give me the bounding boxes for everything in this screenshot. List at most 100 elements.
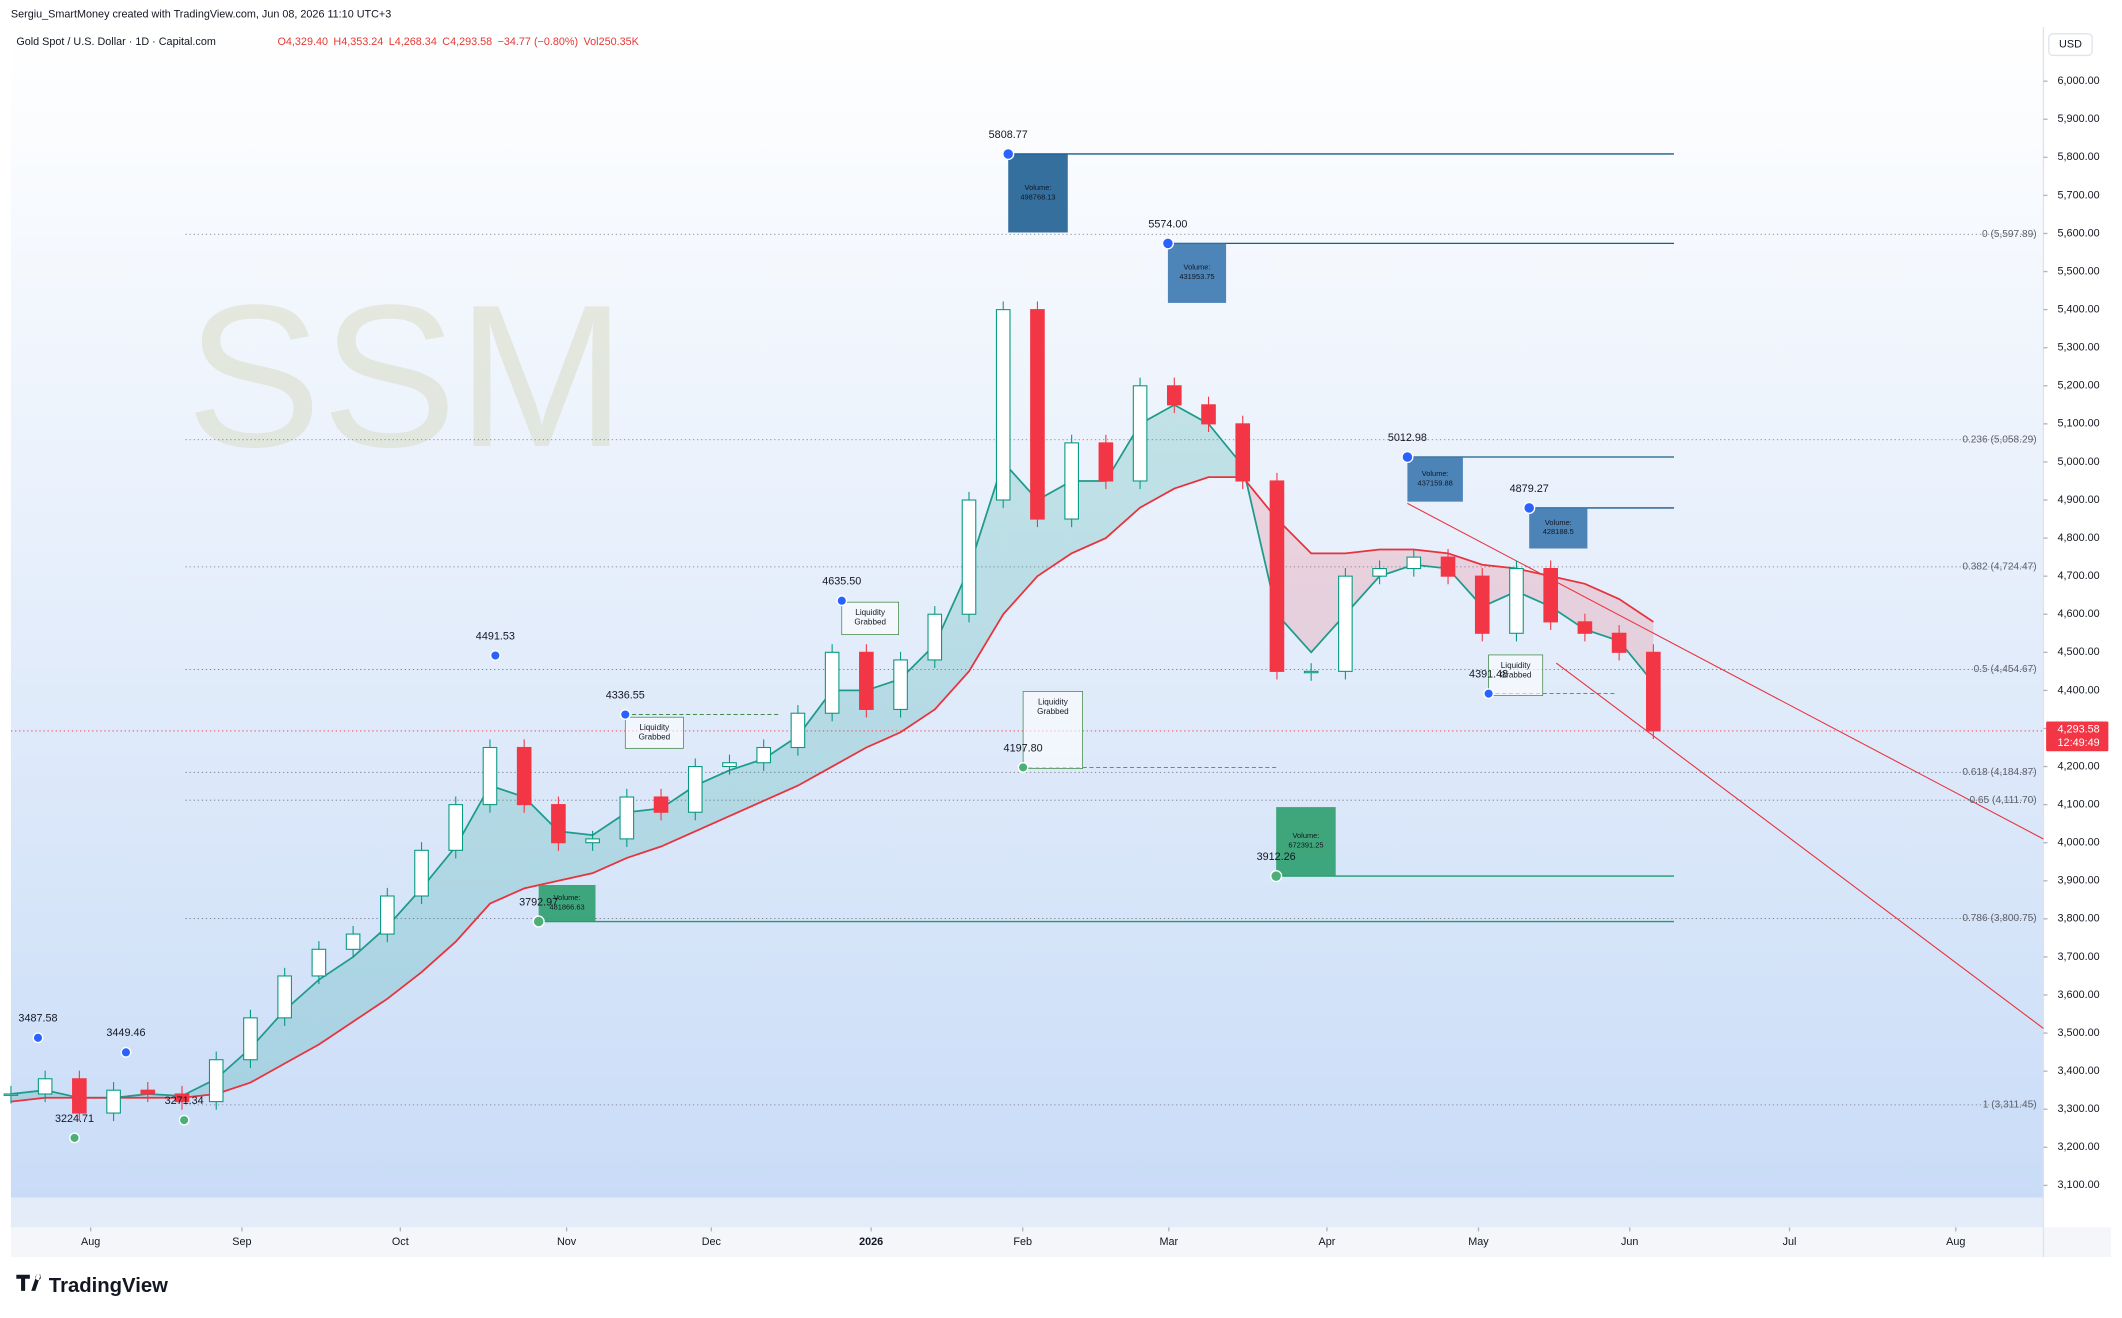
candle xyxy=(1166,385,1182,406)
y-tick-label: 5,400.00 xyxy=(2058,303,2100,315)
x-tick-label: Jul xyxy=(1783,1236,1797,1248)
volume-box xyxy=(1167,243,1227,303)
candle xyxy=(1132,385,1148,482)
liquidity-box xyxy=(1488,654,1544,696)
volume-box xyxy=(1407,456,1463,502)
liquidity-text: Liquidity xyxy=(639,723,670,732)
x-tick-label: Aug xyxy=(81,1236,100,1248)
y-tick-label: 4,800.00 xyxy=(2058,532,2100,544)
candle xyxy=(756,746,772,764)
candle xyxy=(1235,423,1251,482)
candle xyxy=(516,746,532,806)
ma-fill xyxy=(489,785,525,904)
price-label: 4879.27 xyxy=(1510,483,1549,495)
y-tick-label: 5,800.00 xyxy=(2058,151,2100,163)
fib-label: 1 (3,311.45) xyxy=(1983,1100,2037,1111)
y-tick-label: 4,400.00 xyxy=(2058,684,2100,696)
y-tick-label: 3,600.00 xyxy=(2058,989,2100,1001)
ma-fill xyxy=(284,979,319,1064)
liquidity-box xyxy=(624,716,684,749)
y-tick-label: 3,800.00 xyxy=(2058,913,2100,925)
fib-label: 0.5 (4,454.67) xyxy=(1974,664,2037,675)
x-tick-label: Aug xyxy=(1946,1236,1965,1248)
price-label: 5012.98 xyxy=(1388,432,1427,444)
ma-fill xyxy=(524,797,559,889)
fib-label: 0.236 (5,058.29) xyxy=(1962,434,2036,445)
price-label: 4635.50 xyxy=(822,576,861,588)
candle xyxy=(927,613,943,661)
swing-point xyxy=(1017,761,1029,773)
swing-point xyxy=(532,915,545,928)
ohlc-value: Vol250.35K xyxy=(584,36,640,48)
swing-point xyxy=(619,709,631,720)
ma-fill xyxy=(729,758,764,817)
currency-box[interactable] xyxy=(2048,33,2093,57)
y-tick-label: 5,600.00 xyxy=(2058,227,2100,239)
y-tick-label: 5,200.00 xyxy=(2058,380,2100,392)
ma-fill xyxy=(763,736,798,801)
price-label: 4197.80 xyxy=(1004,742,1043,754)
ma-fill xyxy=(866,678,901,748)
x-tick-label: May xyxy=(1468,1236,1489,1248)
ma-fill xyxy=(1037,480,1072,577)
swing-point xyxy=(836,595,848,607)
candle xyxy=(585,838,600,844)
y-tick-label: 5,300.00 xyxy=(2058,342,2100,354)
candle xyxy=(1201,404,1216,425)
volume-value: 431953.75 xyxy=(1179,272,1214,281)
y-tick-label: 4,200.00 xyxy=(2058,760,2100,772)
volume-box xyxy=(1008,153,1068,233)
swing-point xyxy=(1401,450,1414,464)
candle xyxy=(174,1093,190,1103)
ma-fill xyxy=(1174,404,1209,489)
x-tick-label: Dec xyxy=(702,1236,722,1248)
candle xyxy=(277,975,292,1019)
candle xyxy=(722,762,737,768)
y-tick-label: 3,700.00 xyxy=(2058,951,2100,963)
y-tick-label: 6,000.00 xyxy=(2058,75,2100,87)
y-tick-label: 4,700.00 xyxy=(2058,570,2100,582)
swing-point xyxy=(1270,870,1283,883)
candle xyxy=(3,1093,19,1096)
candle xyxy=(37,1078,53,1095)
ohlc-value: −34.77 (−0.80%) xyxy=(498,36,579,48)
y-tick-label: 3,300.00 xyxy=(2058,1103,2100,1115)
fib-label: 0.382 (4,724.47) xyxy=(1962,562,2036,573)
ma-fill xyxy=(1140,404,1175,508)
ma-fill xyxy=(1345,549,1380,615)
ma-fill xyxy=(1584,583,1620,641)
volume-value: 428188.5 xyxy=(1543,527,1574,536)
volume-box xyxy=(1276,807,1336,877)
price-label: 3792.97 xyxy=(519,896,558,908)
candle xyxy=(140,1089,156,1095)
candle xyxy=(859,651,874,710)
x-tick-label: Mar xyxy=(1160,1236,1179,1248)
price-label: 4391.48 xyxy=(1469,669,1508,681)
candle xyxy=(1406,556,1422,570)
y-tick-label: 3,400.00 xyxy=(2058,1065,2100,1077)
currency[interactable]: USD xyxy=(2059,39,2082,51)
x-tick-label: Nov xyxy=(557,1236,577,1248)
ma-fill xyxy=(832,690,867,767)
candle xyxy=(208,1059,224,1103)
swing-point xyxy=(120,1046,132,1058)
byline: Sergiu_SmartMoney created with TradingVi… xyxy=(11,9,391,21)
candle xyxy=(961,499,977,615)
y-tick-label: 4,000.00 xyxy=(2058,837,2100,849)
last-price-tag xyxy=(2046,721,2109,752)
candle xyxy=(1543,568,1558,623)
candle xyxy=(1338,575,1353,672)
candle xyxy=(1646,651,1661,732)
y-tick-label: 3,100.00 xyxy=(2058,1179,2100,1191)
ma-fill xyxy=(421,846,456,973)
volume-title: Volume: xyxy=(554,893,581,902)
price-label: 5574.00 xyxy=(1148,218,1187,230)
ohlc-value: C4,293.58 xyxy=(442,36,492,48)
ma-fill xyxy=(1276,519,1312,653)
y-tick-label: 3,200.00 xyxy=(2058,1141,2100,1153)
ma-fill xyxy=(1448,553,1483,607)
symbol: Gold Spot / U.S. Dollar · 1D · Capital.c… xyxy=(16,36,216,48)
swing-point xyxy=(178,1114,190,1126)
fib-label: 0.786 (3,800.75) xyxy=(1962,913,2036,924)
